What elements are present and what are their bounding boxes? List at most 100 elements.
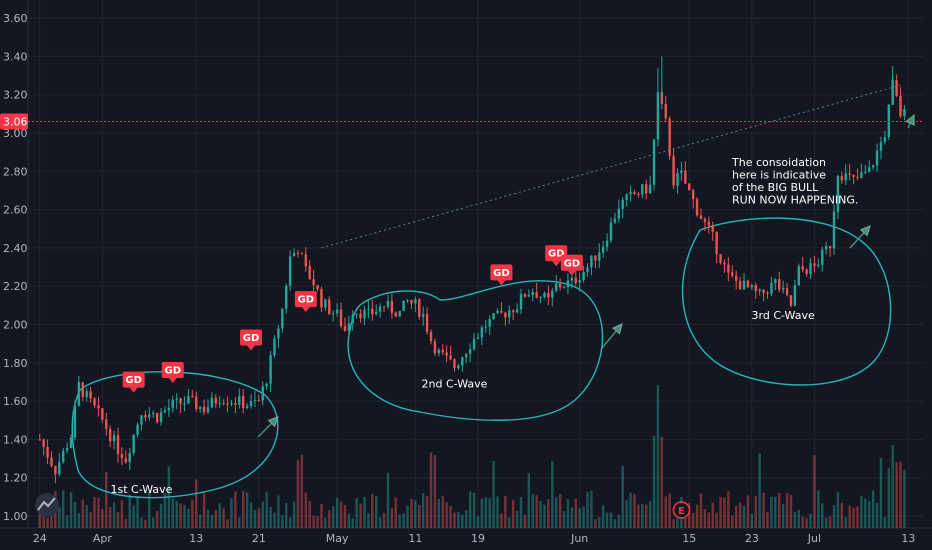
candle-body [175, 398, 178, 400]
volume-bar [727, 491, 730, 528]
volume-bar [58, 507, 61, 528]
candle-body [234, 403, 237, 405]
candle-body [864, 171, 867, 173]
candle-body [676, 173, 679, 186]
volume-bar [214, 510, 218, 528]
volume-bar [85, 505, 88, 528]
volume-bar [793, 511, 797, 528]
c-wave-label: 2nd C-Wave [422, 378, 488, 391]
volume-bar [645, 504, 648, 528]
volume-bar [691, 512, 695, 528]
candle-body [758, 289, 761, 291]
candle-body [253, 400, 257, 402]
volume-bar [351, 517, 354, 528]
volume-bar [891, 445, 894, 528]
volume-bar [648, 501, 652, 528]
volume-bar [328, 510, 331, 528]
volume-bar [343, 505, 347, 528]
y-tick-label: 1.20 [3, 472, 28, 485]
arrow-icon [859, 225, 871, 237]
candle-body [558, 283, 562, 288]
candle-body [277, 328, 280, 339]
candle-body [89, 391, 92, 399]
volume-bar [523, 514, 527, 528]
volume-bar [433, 455, 437, 528]
volume-bar [660, 436, 664, 528]
volume-bar [824, 517, 828, 528]
volume-bar [500, 513, 503, 528]
candle-body [547, 293, 550, 298]
candle-body [891, 80, 894, 105]
trendline [321, 84, 901, 249]
y-tick-label: 1.60 [3, 395, 28, 408]
volume-bar [695, 504, 699, 528]
candle-body [809, 263, 812, 275]
volume-bar [89, 512, 92, 528]
volume-bar [801, 516, 804, 528]
volume-bar [488, 498, 491, 528]
candle-body [382, 306, 386, 308]
candle-body [641, 184, 644, 195]
candle-body [245, 405, 249, 408]
candle-body [778, 279, 781, 290]
candle-body [108, 428, 112, 442]
consolidation-note: of the BIG BULL [732, 181, 819, 194]
candle-body [899, 95, 902, 117]
candle-body [555, 283, 558, 291]
volume-bar [175, 500, 178, 528]
volume-bar [582, 506, 585, 528]
volume-bar [715, 512, 718, 528]
volume-bar [887, 468, 890, 528]
volume-bar [441, 495, 444, 528]
candle-body [347, 323, 351, 331]
tradingview-logo-icon[interactable] [35, 493, 59, 517]
volume-bar [453, 512, 456, 528]
candle-body [742, 280, 746, 290]
volume-bar [652, 435, 656, 528]
volume-bar [840, 502, 844, 528]
volume-bar [594, 519, 597, 528]
candle-body [468, 349, 472, 354]
candle-body [539, 296, 542, 298]
candle-body [691, 190, 695, 200]
volume-bar [519, 497, 523, 528]
candle-body [257, 400, 261, 402]
time-axis[interactable]: 24 Apr 13 21 May 11 19 Jun 15 23 Jul 13 [33, 532, 916, 545]
candle-body [852, 174, 855, 177]
volume-bar [46, 517, 49, 528]
volume-bar [136, 496, 139, 528]
volume-bar [797, 509, 800, 528]
volume-bar [394, 497, 397, 528]
y-tick-label: 2.80 [3, 165, 28, 178]
candle-body [206, 407, 210, 413]
candle-body [895, 80, 898, 96]
volume-bar [731, 515, 734, 528]
gd-marker: GD [240, 329, 263, 351]
candlesticks[interactable] [38, 56, 906, 484]
candle-body [719, 254, 722, 263]
volume-bar [402, 513, 405, 528]
candle-body [605, 240, 609, 247]
volume-bar [210, 515, 214, 528]
volume-bar [613, 519, 617, 528]
volume-bar [821, 503, 824, 528]
volume-bar [449, 505, 452, 528]
volume-bar [637, 504, 640, 528]
candle-body [296, 252, 300, 254]
price-axis[interactable]: 1.00 1.20 1.40 1.60 1.80 2.00 2.20 2.40 2.60 2.80… [0, 12, 28, 523]
candle-body [844, 173, 847, 181]
candle-body [402, 300, 405, 311]
candle-body [101, 408, 104, 420]
volume-bar [871, 490, 875, 528]
volume-bar [238, 517, 241, 528]
candle-body [261, 386, 264, 401]
volume-bar [296, 459, 300, 528]
candle-body [824, 246, 828, 250]
gd-marker-box [294, 291, 317, 308]
volume-bar [202, 492, 206, 528]
gd-marker-label: GD [165, 366, 182, 377]
volume-bar [159, 503, 163, 528]
volume-bar [754, 495, 757, 528]
